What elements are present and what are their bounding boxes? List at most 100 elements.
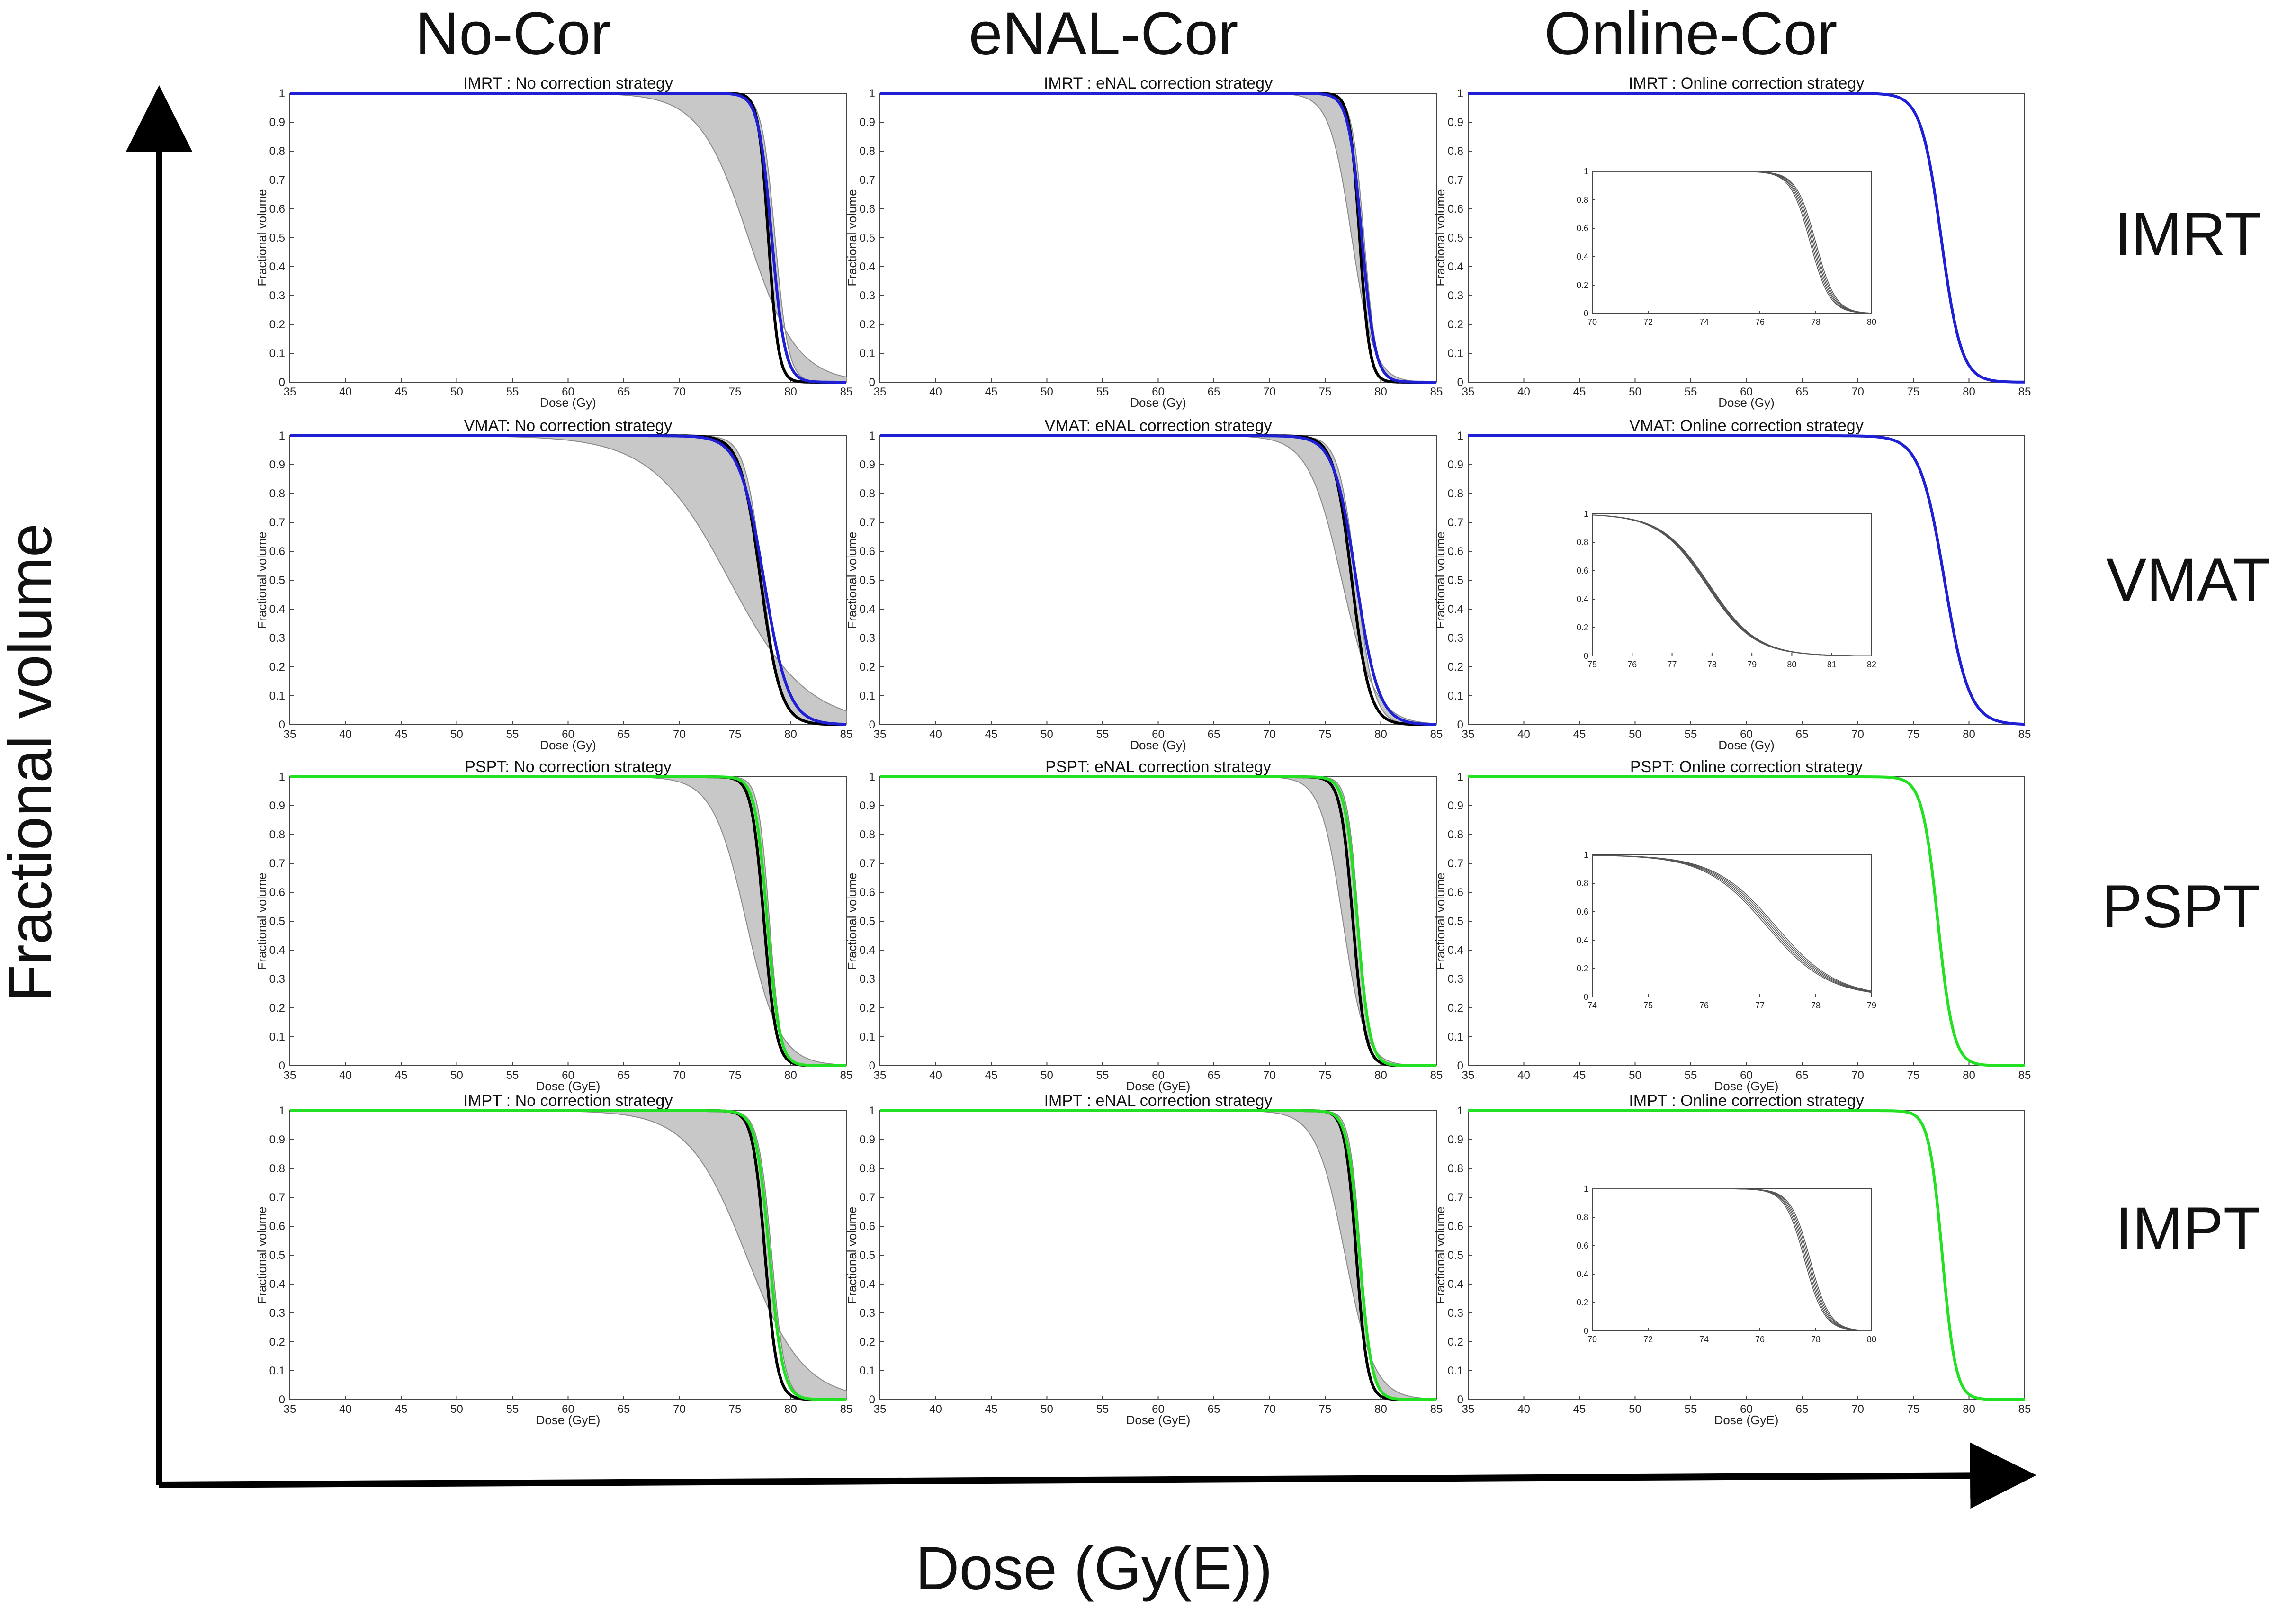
planned-dvh-line <box>1468 1109 2025 1401</box>
y-tick-label: 0.8 <box>269 145 285 158</box>
x-tick-label: 40 <box>1517 1403 1530 1416</box>
x-tick-label: 45 <box>395 728 408 741</box>
x-tick-label: 55 <box>1685 1069 1697 1082</box>
y-tick-label: 0.1 <box>269 347 285 360</box>
x-tick-label: 40 <box>929 728 942 741</box>
y-tick-label: 1 <box>869 87 875 100</box>
y-axis-label: Fractional volume <box>255 531 269 629</box>
x-tick-label: 50 <box>1040 386 1053 398</box>
y-tick-label: 0.2 <box>1448 318 1463 331</box>
y-axis-label: Fractional volume <box>845 189 859 286</box>
inset-y-tick-label: 1 <box>1584 509 1588 519</box>
x-tick-label: 50 <box>450 728 463 741</box>
inset-x-tick-label: 79 <box>1867 1001 1876 1010</box>
x-tick-label: 80 <box>1374 728 1387 741</box>
x-tick-label: 85 <box>1430 728 1443 741</box>
y-tick-label: 0.2 <box>1448 1336 1463 1348</box>
y-tick-label: 0.4 <box>860 261 875 273</box>
y-tick-label: 0.6 <box>860 203 875 216</box>
y-axis-label: Fractional volume <box>845 1206 859 1303</box>
x-tick-label: 45 <box>985 386 998 398</box>
y-tick-label: 0.8 <box>860 1162 875 1175</box>
inset-x-tick-label: 81 <box>1827 660 1837 669</box>
x-tick-label: 65 <box>1208 386 1220 398</box>
x-tick-label: 65 <box>618 728 630 741</box>
y-tick-label: 0.5 <box>269 915 285 928</box>
x-tick-label: 55 <box>1685 1403 1697 1416</box>
y-tick-label: 0 <box>279 376 285 389</box>
y-tick-label: 0.1 <box>860 347 875 360</box>
x-tick-label: 80 <box>1374 1069 1387 1082</box>
x-tick-label: 35 <box>1462 386 1475 398</box>
inset-y-tick-label: 0.8 <box>1577 538 1588 547</box>
y-tick-label: 1 <box>869 1105 875 1117</box>
y-tick-label: 0.8 <box>860 828 875 841</box>
y-tick-label: 0.3 <box>860 1307 875 1320</box>
x-tick-label: 65 <box>1796 728 1809 741</box>
x-tick-label: 40 <box>339 386 352 398</box>
x-tick-label: 35 <box>1462 1403 1475 1416</box>
y-tick-label: 0.2 <box>860 661 875 674</box>
inset-y-tick-label: 0.6 <box>1577 224 1588 233</box>
x-tick-label: 80 <box>1963 386 1975 398</box>
y-axis-label: Fractional volume <box>1433 189 1447 286</box>
y-tick-label: 0.8 <box>860 145 875 158</box>
inset-y-tick-label: 0 <box>1584 309 1588 318</box>
inset-dvh-line <box>1592 855 1872 992</box>
y-tick-label: 0 <box>279 1393 285 1406</box>
y-tick-label: 0.6 <box>1448 203 1463 216</box>
y-tick-label: 1 <box>869 430 875 442</box>
x-tick-label: 80 <box>1374 1403 1387 1416</box>
y-tick-label: 0.9 <box>269 800 285 812</box>
y-tick-label: 1 <box>279 87 285 100</box>
inset-y-tick-label: 0.8 <box>1577 195 1588 205</box>
y-tick-label: 1 <box>279 430 285 442</box>
x-tick-label: 85 <box>2018 1069 2031 1082</box>
y-tick-label: 0 <box>1457 376 1463 389</box>
y-tick-label: 0.7 <box>269 174 285 187</box>
inset-y-tick-label: 1 <box>1584 850 1588 860</box>
planned-dvh-line <box>290 434 847 726</box>
x-tick-label: 35 <box>284 728 296 741</box>
x-tick-label: 65 <box>1208 728 1220 741</box>
inset-x-tick-label: 74 <box>1587 1001 1597 1010</box>
x-tick-label: 60 <box>1740 1403 1753 1416</box>
x-tick-label: 35 <box>874 1403 887 1416</box>
y-tick-label: 0.2 <box>269 1336 285 1348</box>
y-tick-label: 0.9 <box>269 458 285 471</box>
panel-title: IMRT : No correction strategy <box>463 74 673 92</box>
x-tick-label: 55 <box>506 1403 519 1416</box>
x-tick-label: 50 <box>1629 1069 1641 1082</box>
y-tick-label: 0.1 <box>1448 690 1463 702</box>
x-tick-label: 60 <box>562 1069 574 1082</box>
x-tick-label: 70 <box>673 386 686 398</box>
x-tick-label: 45 <box>395 1403 408 1416</box>
x-axis-label: Dose (GyE) <box>536 1079 601 1093</box>
y-tick-label: 0.3 <box>269 289 285 302</box>
panel-title: IMPT : Online correction strategy <box>1629 1092 1864 1110</box>
x-tick-label: 65 <box>618 386 630 398</box>
y-tick-label: 0.5 <box>860 1249 875 1262</box>
x-tick-label: 65 <box>1208 1403 1220 1416</box>
y-tick-label: 0.6 <box>269 1220 285 1233</box>
y-tick-label: 0.8 <box>269 487 285 500</box>
inset-y-tick-label: 0.2 <box>1577 623 1588 632</box>
inset-x-tick-label: 79 <box>1747 660 1757 669</box>
y-axis-label: Fractional volume <box>1433 531 1447 629</box>
x-axis-label: Dose (Gy) <box>540 738 596 752</box>
planned-dvh-line <box>880 92 1436 384</box>
y-tick-label: 0.4 <box>1448 603 1463 616</box>
inset-dvh-line <box>1592 171 1872 314</box>
x-tick-label: 75 <box>729 386 742 398</box>
y-tick-label: 0.3 <box>1448 1307 1463 1320</box>
x-tick-label: 40 <box>929 1403 942 1416</box>
y-tick-label: 0.1 <box>860 1365 875 1377</box>
y-axis-label: Fractional volume <box>845 531 859 629</box>
y-tick-label: 0.8 <box>1448 1162 1463 1175</box>
panel-title: VMAT: No correction strategy <box>464 417 673 435</box>
inset-frame <box>1592 1188 1872 1331</box>
y-tick-label: 0 <box>869 376 875 389</box>
inset-y-tick-label: 0.2 <box>1577 1298 1588 1307</box>
y-tick-label: 0.8 <box>1448 145 1463 158</box>
y-tick-label: 0.5 <box>269 1249 285 1262</box>
